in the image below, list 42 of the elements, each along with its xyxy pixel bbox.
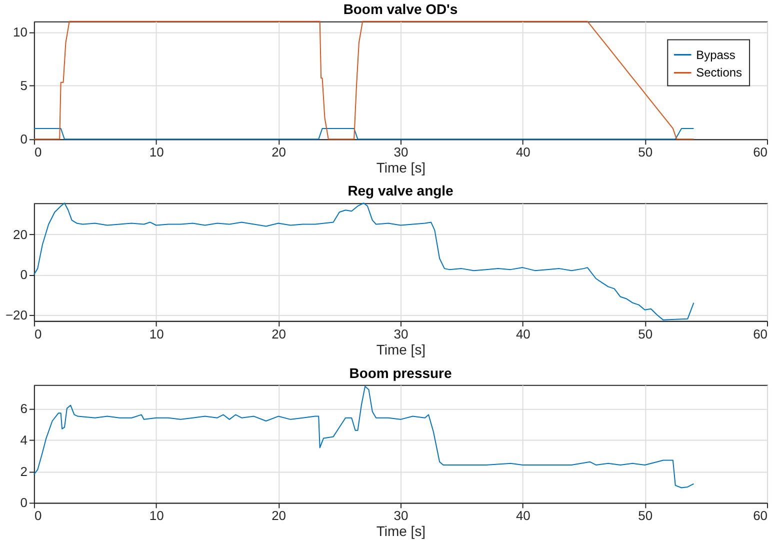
x-tick-label: 10 (149, 326, 164, 342)
y-tick-label: 20 (13, 226, 28, 242)
x-tick-label: 20 (272, 326, 286, 342)
x-tick-label: 10 (149, 508, 164, 524)
x-tick-label: 0 (34, 326, 42, 342)
x-tick-label: 50 (638, 144, 653, 160)
x-tick-label: 60 (753, 508, 768, 524)
y-tick-label: 4 (20, 432, 28, 448)
y-tick-label: 2 (20, 464, 28, 479)
y-tick-label: 6 (20, 400, 28, 416)
line-series (33, 202, 694, 320)
x-tick-label: 0 (34, 508, 42, 524)
x-axis-title: Time [s] (376, 523, 426, 540)
y-tick-label: 0 (20, 132, 28, 147)
x-tick-label: 30 (394, 144, 408, 160)
x-tick-label: 30 (394, 508, 408, 524)
line-series (33, 20, 694, 140)
x-tick-label: 0 (34, 144, 42, 160)
y-tick-label: 10 (13, 24, 28, 40)
x-tick-label: 40 (516, 326, 530, 342)
x-tick-label: 60 (753, 326, 768, 342)
x-tick-label: 40 (516, 508, 530, 524)
x-tick-label: 10 (149, 144, 164, 160)
x-axis-title: Time [s] (376, 341, 426, 358)
legend-label: Bypass (696, 48, 736, 62)
line-series (33, 386, 694, 488)
x-tick-label: 40 (516, 144, 530, 160)
y-tick-label: 0 (20, 267, 28, 282)
x-tick-label: 50 (638, 508, 653, 524)
x-tick-label: 50 (638, 326, 653, 342)
x-tick-label: 20 (272, 144, 286, 160)
x-tick-label: 60 (753, 144, 768, 160)
y-tick-label: 0 (20, 495, 28, 510)
chart-title: Reg valve angle (348, 182, 454, 199)
x-axis-title: Time [s] (376, 160, 426, 176)
chart-title: Boom pressure (349, 364, 452, 381)
x-tick-label: 20 (272, 508, 286, 524)
chart-title: Boom valve OD's (343, 0, 458, 17)
y-tick-label: −20 (5, 307, 28, 322)
x-tick-label: 30 (394, 326, 408, 342)
y-tick-label: 5 (20, 78, 28, 94)
legend-label: Sections (696, 66, 742, 80)
